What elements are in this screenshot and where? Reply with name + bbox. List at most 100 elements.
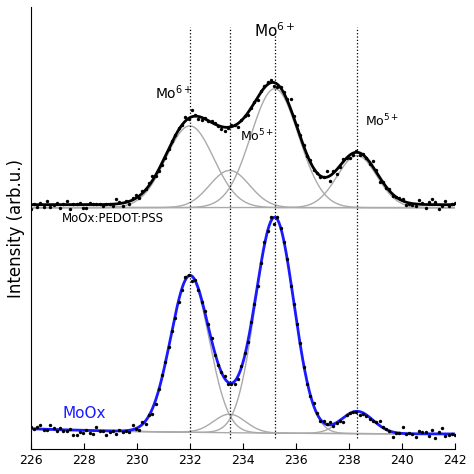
Point	[251, 300, 258, 307]
Point	[343, 154, 350, 162]
Point	[303, 380, 311, 388]
Point	[182, 273, 189, 281]
Point	[142, 185, 149, 192]
Point	[178, 121, 186, 129]
Point	[366, 160, 374, 167]
Point	[76, 428, 84, 436]
Point	[363, 154, 370, 162]
Text: Mo$^{5+}$: Mo$^{5+}$	[365, 113, 399, 129]
Point	[339, 155, 347, 163]
Point	[399, 423, 406, 431]
Point	[366, 416, 374, 423]
Point	[287, 95, 294, 102]
Point	[27, 424, 34, 431]
Point	[224, 125, 232, 132]
Point	[168, 328, 176, 335]
Point	[251, 99, 258, 106]
Point	[399, 195, 406, 202]
Point	[326, 177, 334, 184]
Point	[383, 425, 390, 433]
Y-axis label: Intensity (arb.u.): Intensity (arb.u.)	[7, 159, 25, 298]
Point	[126, 428, 133, 436]
Point	[185, 115, 192, 123]
Point	[320, 418, 328, 425]
Point	[392, 429, 400, 437]
Point	[142, 420, 149, 428]
Point	[50, 424, 57, 431]
Point	[317, 417, 324, 424]
Point	[70, 431, 77, 439]
Point	[373, 418, 380, 426]
Point	[277, 83, 284, 91]
Point	[99, 427, 107, 434]
Point	[353, 147, 360, 155]
Point	[451, 431, 459, 439]
Point	[287, 282, 294, 290]
Point	[89, 200, 97, 208]
Point	[40, 426, 47, 434]
Point	[89, 430, 97, 438]
Point	[168, 137, 176, 145]
Point	[261, 238, 268, 246]
Point	[86, 200, 93, 207]
Point	[60, 201, 67, 208]
Point	[106, 428, 113, 436]
Point	[73, 431, 81, 438]
Point	[241, 112, 248, 120]
Point	[438, 202, 446, 210]
Point	[336, 418, 344, 425]
Point	[290, 113, 298, 120]
Point	[224, 380, 232, 387]
Text: Mo$^{6+}$: Mo$^{6+}$	[254, 22, 295, 40]
Point	[445, 203, 453, 210]
Point	[386, 185, 393, 192]
Point	[333, 170, 340, 178]
Point	[188, 106, 196, 113]
Point	[175, 124, 182, 131]
Point	[158, 161, 166, 169]
Point	[43, 426, 51, 434]
Point	[419, 428, 426, 436]
Point	[293, 121, 301, 128]
Point	[119, 428, 127, 436]
Point	[211, 351, 219, 359]
Point	[369, 157, 377, 165]
Point	[339, 418, 347, 426]
Point	[136, 426, 143, 433]
Point	[126, 200, 133, 208]
Point	[228, 121, 235, 128]
Point	[66, 426, 74, 433]
Point	[254, 282, 262, 290]
Point	[214, 122, 222, 129]
Point	[273, 83, 281, 91]
Point	[139, 187, 146, 194]
Point	[201, 114, 209, 121]
Point	[373, 166, 380, 174]
Point	[79, 429, 87, 437]
Point	[46, 203, 54, 210]
Point	[36, 421, 44, 429]
Point	[112, 195, 120, 203]
Point	[112, 430, 120, 438]
Point	[445, 432, 453, 439]
Point	[300, 141, 308, 148]
Point	[329, 167, 337, 175]
Point	[448, 200, 456, 207]
Point	[53, 199, 61, 206]
Point	[343, 411, 350, 419]
Point	[237, 117, 245, 124]
Point	[63, 427, 71, 435]
Point	[191, 111, 199, 118]
Point	[389, 433, 396, 441]
Point	[323, 167, 331, 175]
Text: MoOx:PEDOT:PSS: MoOx:PEDOT:PSS	[63, 212, 164, 226]
Point	[56, 425, 64, 432]
Point	[422, 428, 429, 436]
Point	[172, 315, 179, 322]
Point	[195, 115, 202, 122]
Point	[82, 426, 90, 433]
Point	[383, 185, 390, 192]
Point	[162, 358, 169, 365]
Point	[46, 421, 54, 429]
Point	[27, 205, 34, 212]
